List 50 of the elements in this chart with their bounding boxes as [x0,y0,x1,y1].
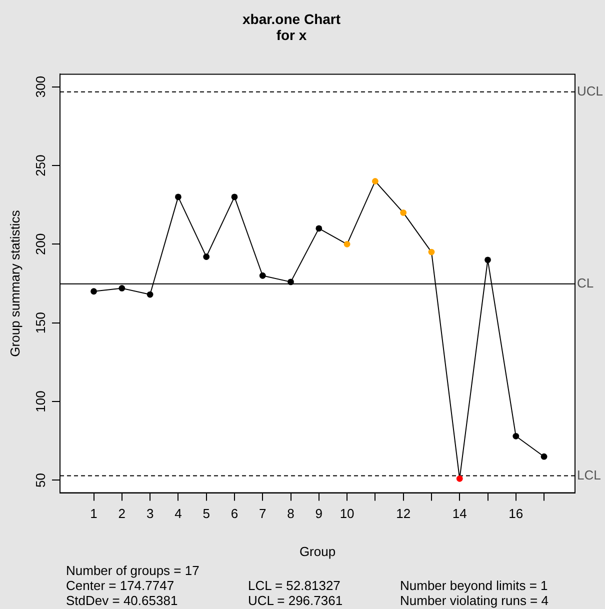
x-tick-label: 14 [452,506,467,522]
x-tick-label: 8 [287,506,294,522]
point [456,475,463,482]
point [512,432,520,440]
point [118,285,126,292]
y-tick-label: 250 [33,154,48,176]
point [90,288,97,295]
x-tick-label: 12 [396,506,411,522]
y-tick-label: 300 [33,76,48,98]
point [288,278,294,286]
x-tick-label: 3 [146,506,154,522]
chart-subtitle: for x [276,27,307,44]
x-tick-label: 7 [259,506,266,522]
y-axis-title: Group summary statistics [7,210,22,357]
x-tick-label: 2 [118,506,126,522]
ref-line-label: UCL [577,84,604,99]
text: UCL = 296.7361 [248,593,343,608]
x-axis-title: Group [299,544,336,559]
x-tick-label: 5 [202,506,210,522]
point [146,291,154,298]
point [372,178,378,184]
point [540,453,548,460]
point [344,240,350,248]
x-tick-label: 9 [315,506,323,522]
point [231,194,238,200]
text: StdDev = 40.65381 [66,593,178,608]
x-tick-label: 6 [230,506,238,522]
x-tick-label: 16 [508,506,524,522]
point [316,225,322,232]
text: Number beyond limits = 1 [400,578,548,593]
y-tick-label: 50 [33,472,48,488]
point [259,272,266,279]
x-tick-label: 4 [174,506,182,522]
point [203,254,210,260]
x-tick-label: 10 [340,506,354,522]
ref-line-label: CL [577,275,594,290]
point [428,248,435,256]
text: Number of groups = 17 [66,563,200,578]
y-tick-label: 150 [33,312,48,334]
text: Number violating runs = 4 [400,593,548,608]
text: LCL = 52.81327 [248,578,340,593]
text: Center = 174.7747 [66,578,174,593]
x-tick-label: 1 [90,506,98,522]
y-tick-label: 100 [33,390,48,412]
ref-line-label: LCL [577,467,601,482]
point [484,256,491,264]
y-tick-label: 200 [33,233,48,256]
chart-title: xbar.one Chart [242,10,341,27]
point [174,194,182,200]
point [400,209,407,216]
